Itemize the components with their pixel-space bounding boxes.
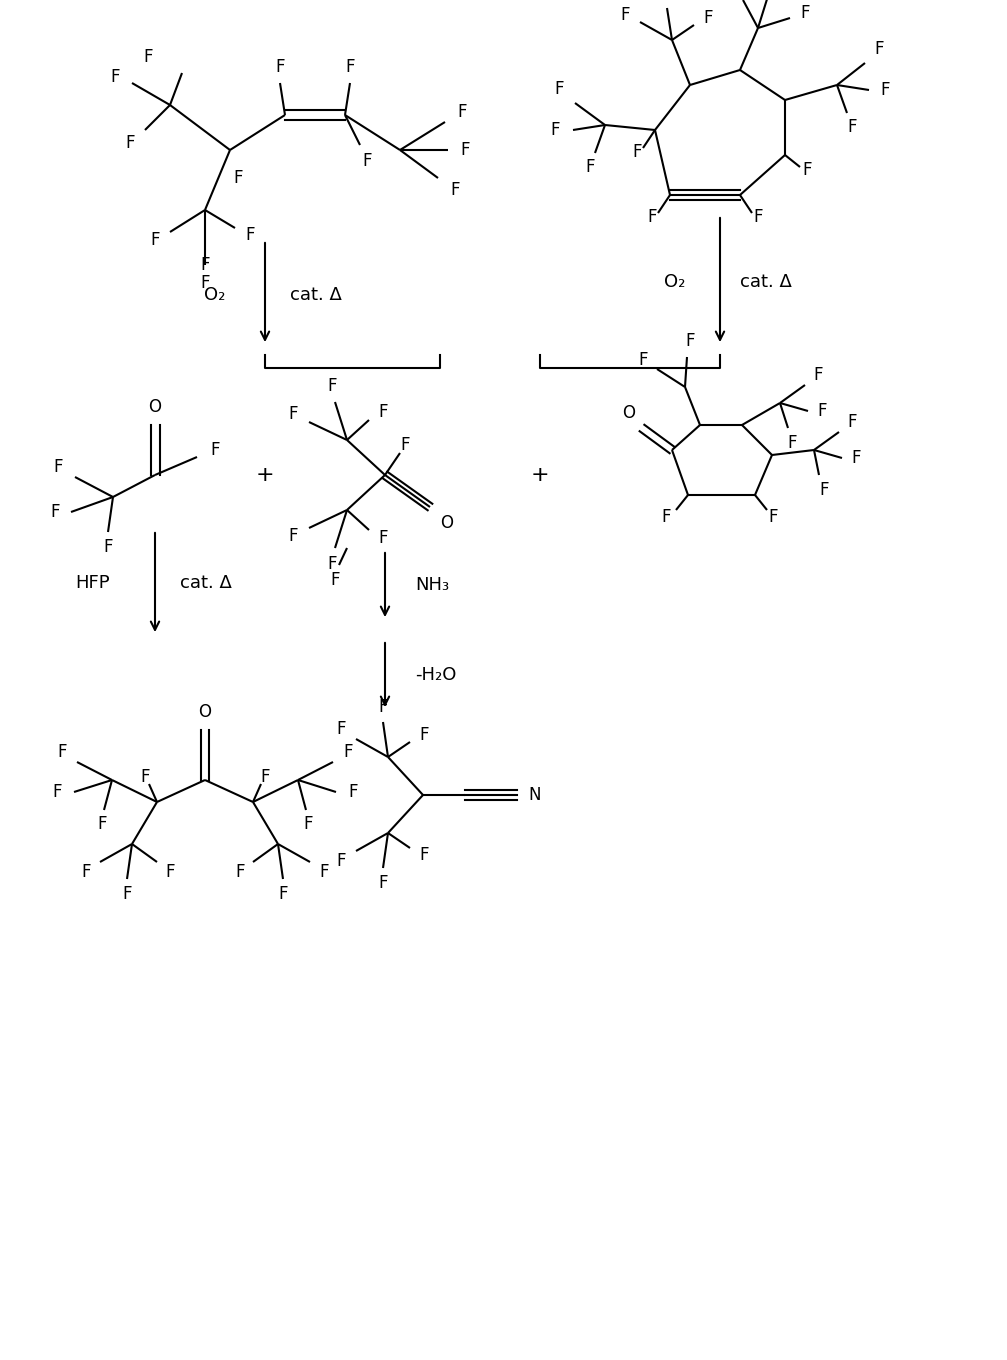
Text: O: O	[148, 398, 161, 416]
Text: F: F	[820, 481, 829, 499]
Text: F: F	[288, 405, 298, 423]
Text: cat. Δ: cat. Δ	[740, 273, 792, 291]
Text: cat. Δ: cat. Δ	[180, 574, 232, 592]
Text: N: N	[529, 786, 541, 804]
Text: O: O	[622, 404, 635, 422]
Text: F: F	[400, 437, 410, 454]
Text: F: F	[343, 743, 352, 762]
Text: HFP: HFP	[76, 574, 110, 592]
Text: F: F	[801, 4, 810, 22]
Text: F: F	[787, 434, 797, 452]
Text: -H₂O: -H₂O	[415, 666, 456, 684]
Text: F: F	[50, 503, 59, 521]
Text: F: F	[632, 143, 641, 160]
Text: F: F	[98, 815, 107, 832]
Text: F: F	[246, 226, 255, 243]
Text: F: F	[685, 332, 695, 350]
Text: F: F	[319, 864, 328, 881]
Text: F: F	[52, 783, 61, 801]
Text: F: F	[450, 181, 460, 199]
Text: F: F	[104, 539, 113, 556]
Text: +: +	[531, 465, 549, 486]
Text: F: F	[330, 571, 339, 589]
Text: F: F	[847, 413, 857, 431]
Text: F: F	[419, 846, 429, 864]
Text: F: F	[345, 58, 354, 76]
Text: F: F	[278, 885, 288, 903]
Text: F: F	[554, 80, 564, 98]
Text: F: F	[303, 815, 313, 832]
Text: F: F	[847, 118, 857, 136]
Text: F: F	[638, 351, 648, 369]
Text: F: F	[125, 135, 135, 152]
Text: F: F	[275, 58, 285, 76]
Text: O: O	[440, 514, 453, 532]
Text: cat. Δ: cat. Δ	[290, 286, 341, 305]
Text: F: F	[363, 152, 372, 170]
Text: F: F	[210, 441, 220, 460]
Text: F: F	[165, 864, 175, 881]
Text: O₂: O₂	[203, 286, 225, 305]
Text: F: F	[874, 39, 884, 58]
Text: F: F	[662, 509, 671, 526]
Text: F: F	[327, 555, 336, 573]
Text: F: F	[803, 160, 812, 180]
Text: F: F	[234, 169, 243, 188]
Text: F: F	[768, 509, 777, 526]
Text: F: F	[851, 449, 861, 466]
Text: F: F	[379, 403, 388, 422]
Text: F: F	[814, 366, 823, 384]
Text: F: F	[110, 68, 120, 86]
Text: F: F	[419, 726, 429, 744]
Text: F: F	[327, 377, 336, 394]
Text: F: F	[818, 403, 827, 420]
Text: O: O	[198, 703, 211, 721]
Text: F: F	[460, 141, 469, 159]
Text: F: F	[200, 273, 209, 292]
Text: F: F	[200, 256, 209, 273]
Text: F: F	[236, 864, 245, 881]
Text: F: F	[336, 851, 345, 870]
Text: F: F	[82, 864, 91, 881]
Text: F: F	[457, 103, 467, 121]
Text: NH₃: NH₃	[415, 577, 449, 594]
Text: F: F	[260, 768, 270, 786]
Text: +: +	[256, 465, 274, 486]
Text: F: F	[379, 529, 388, 547]
Text: F: F	[348, 783, 357, 801]
Text: F: F	[53, 458, 62, 476]
Text: F: F	[57, 743, 66, 762]
Text: F: F	[140, 768, 150, 786]
Text: F: F	[880, 82, 890, 99]
Text: F: F	[379, 698, 388, 715]
Text: F: F	[648, 208, 657, 226]
Text: F: F	[122, 885, 132, 903]
Text: F: F	[150, 231, 160, 249]
Text: F: F	[753, 208, 762, 226]
Text: F: F	[143, 48, 153, 67]
Text: O₂: O₂	[664, 273, 685, 291]
Text: F: F	[336, 719, 345, 738]
Text: F: F	[550, 121, 560, 139]
Text: F: F	[620, 5, 629, 24]
Text: F: F	[379, 874, 388, 892]
Text: F: F	[703, 10, 713, 27]
Text: F: F	[288, 526, 298, 545]
Text: F: F	[585, 158, 595, 175]
